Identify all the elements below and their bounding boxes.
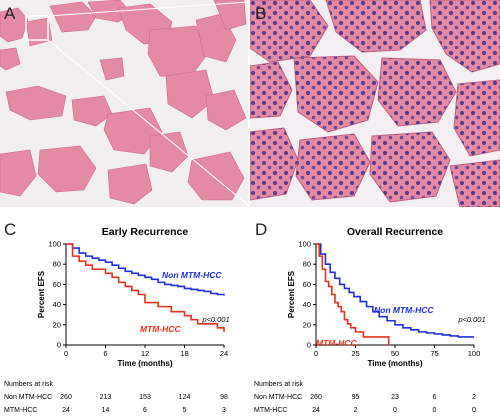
- series-line-mtm-hcc: [316, 243, 390, 345]
- y-tick-label: 100: [48, 240, 61, 249]
- risk-value: 260: [310, 394, 322, 401]
- y-tick-label: 40: [53, 300, 61, 309]
- y-tick-label: 40: [303, 300, 311, 309]
- p-value: p<0.001: [457, 315, 485, 324]
- chart-title: Early Recurrence: [102, 226, 189, 238]
- y-tick-label: 60: [53, 280, 61, 289]
- panel-label-c: C: [4, 220, 17, 239]
- risk-value: 213: [99, 394, 112, 401]
- series-line-mtm-hcc: [66, 243, 225, 332]
- y-tick-label: 60: [303, 280, 311, 289]
- risk-value: 124: [178, 394, 191, 401]
- risk-value: 98: [220, 394, 228, 401]
- risk-value: 0: [393, 407, 397, 414]
- series-label: Non MTM-HCC: [162, 270, 222, 280]
- risk-value: 2: [353, 407, 358, 414]
- series-line-non-mtm-hcc: [316, 243, 474, 338]
- risk-value: 95: [351, 394, 360, 401]
- chart-title: Overall Recurrence: [347, 226, 443, 238]
- y-tick-label: 100: [298, 240, 311, 249]
- overall-recurrence-chart: Overall Recurrence 0 20 40 60 80 100 0 25 50 75 100…: [287, 226, 486, 368]
- y-tick-label: 20: [53, 320, 61, 329]
- panel-label-b: B: [255, 4, 267, 23]
- risk-value: 24: [312, 407, 320, 414]
- risk-row-label: MTM-HCC: [254, 407, 288, 414]
- series-label: Non MTM-HCC: [374, 305, 434, 315]
- x-tick-label: 50: [391, 349, 399, 358]
- risk-value: 6: [143, 407, 147, 414]
- x-axis-label: Time (months): [368, 359, 423, 368]
- risk-value: 24: [62, 407, 70, 414]
- risk-value: 153: [139, 394, 151, 401]
- x-tick-label: 18: [180, 349, 188, 358]
- risk-value: 0: [432, 407, 437, 414]
- risk-row-label: Non MTM-HCC: [4, 394, 53, 401]
- x-tick-label: 100: [468, 349, 481, 358]
- x-tick-label: 0: [314, 349, 318, 358]
- series-line-non-mtm-hcc: [66, 243, 225, 296]
- histology-image-low-mag: [0, 0, 248, 207]
- x-axis-label: Time (months): [118, 359, 173, 368]
- series-label: MTM-HCC: [140, 324, 181, 334]
- x-tick-label: 12: [141, 349, 149, 358]
- y-tick-label: 20: [303, 320, 311, 329]
- panel-label-a: A: [4, 4, 16, 23]
- early-recurrence-chart: Early Recurrence 0 20 40 60 80 100 0 6 12 18 24 Time…: [37, 226, 230, 368]
- risk-header: Numbers at risk: [254, 381, 304, 388]
- series-label: MTM-HCC: [316, 338, 357, 348]
- y-tick-label: 80: [53, 260, 61, 269]
- y-tick-label: 0: [307, 341, 311, 350]
- panel-label-d: D: [255, 220, 268, 239]
- x-tick-label: 24: [220, 349, 228, 358]
- risk-value: 14: [101, 407, 110, 414]
- risk-value: 5: [182, 407, 187, 414]
- p-value: p<0.001: [201, 315, 229, 324]
- risk-row-label: MTM-HCC: [4, 407, 38, 414]
- x-tick-label: 25: [351, 349, 359, 358]
- risk-value: 6: [432, 394, 437, 401]
- risk-header: Numbers at risk: [4, 381, 54, 388]
- risk-row-label: Non MTM-HCC: [254, 394, 303, 401]
- risk-value: 0: [472, 407, 476, 414]
- x-tick-label: 0: [64, 349, 68, 358]
- x-tick-label: 6: [103, 349, 107, 358]
- risk-value: 2: [472, 394, 476, 401]
- x-tick-label: 75: [430, 349, 438, 358]
- y-tick-label: 0: [57, 341, 61, 350]
- y-tick-label: 80: [303, 260, 311, 269]
- y-axis-label: Percent EFS: [37, 270, 46, 318]
- histology-image-high-mag: [250, 0, 500, 207]
- risk-value: 260: [60, 394, 72, 401]
- y-axis-label: Percent EFS: [287, 270, 296, 318]
- risk-value: 3: [222, 407, 226, 414]
- risk-value: 23: [391, 394, 399, 401]
